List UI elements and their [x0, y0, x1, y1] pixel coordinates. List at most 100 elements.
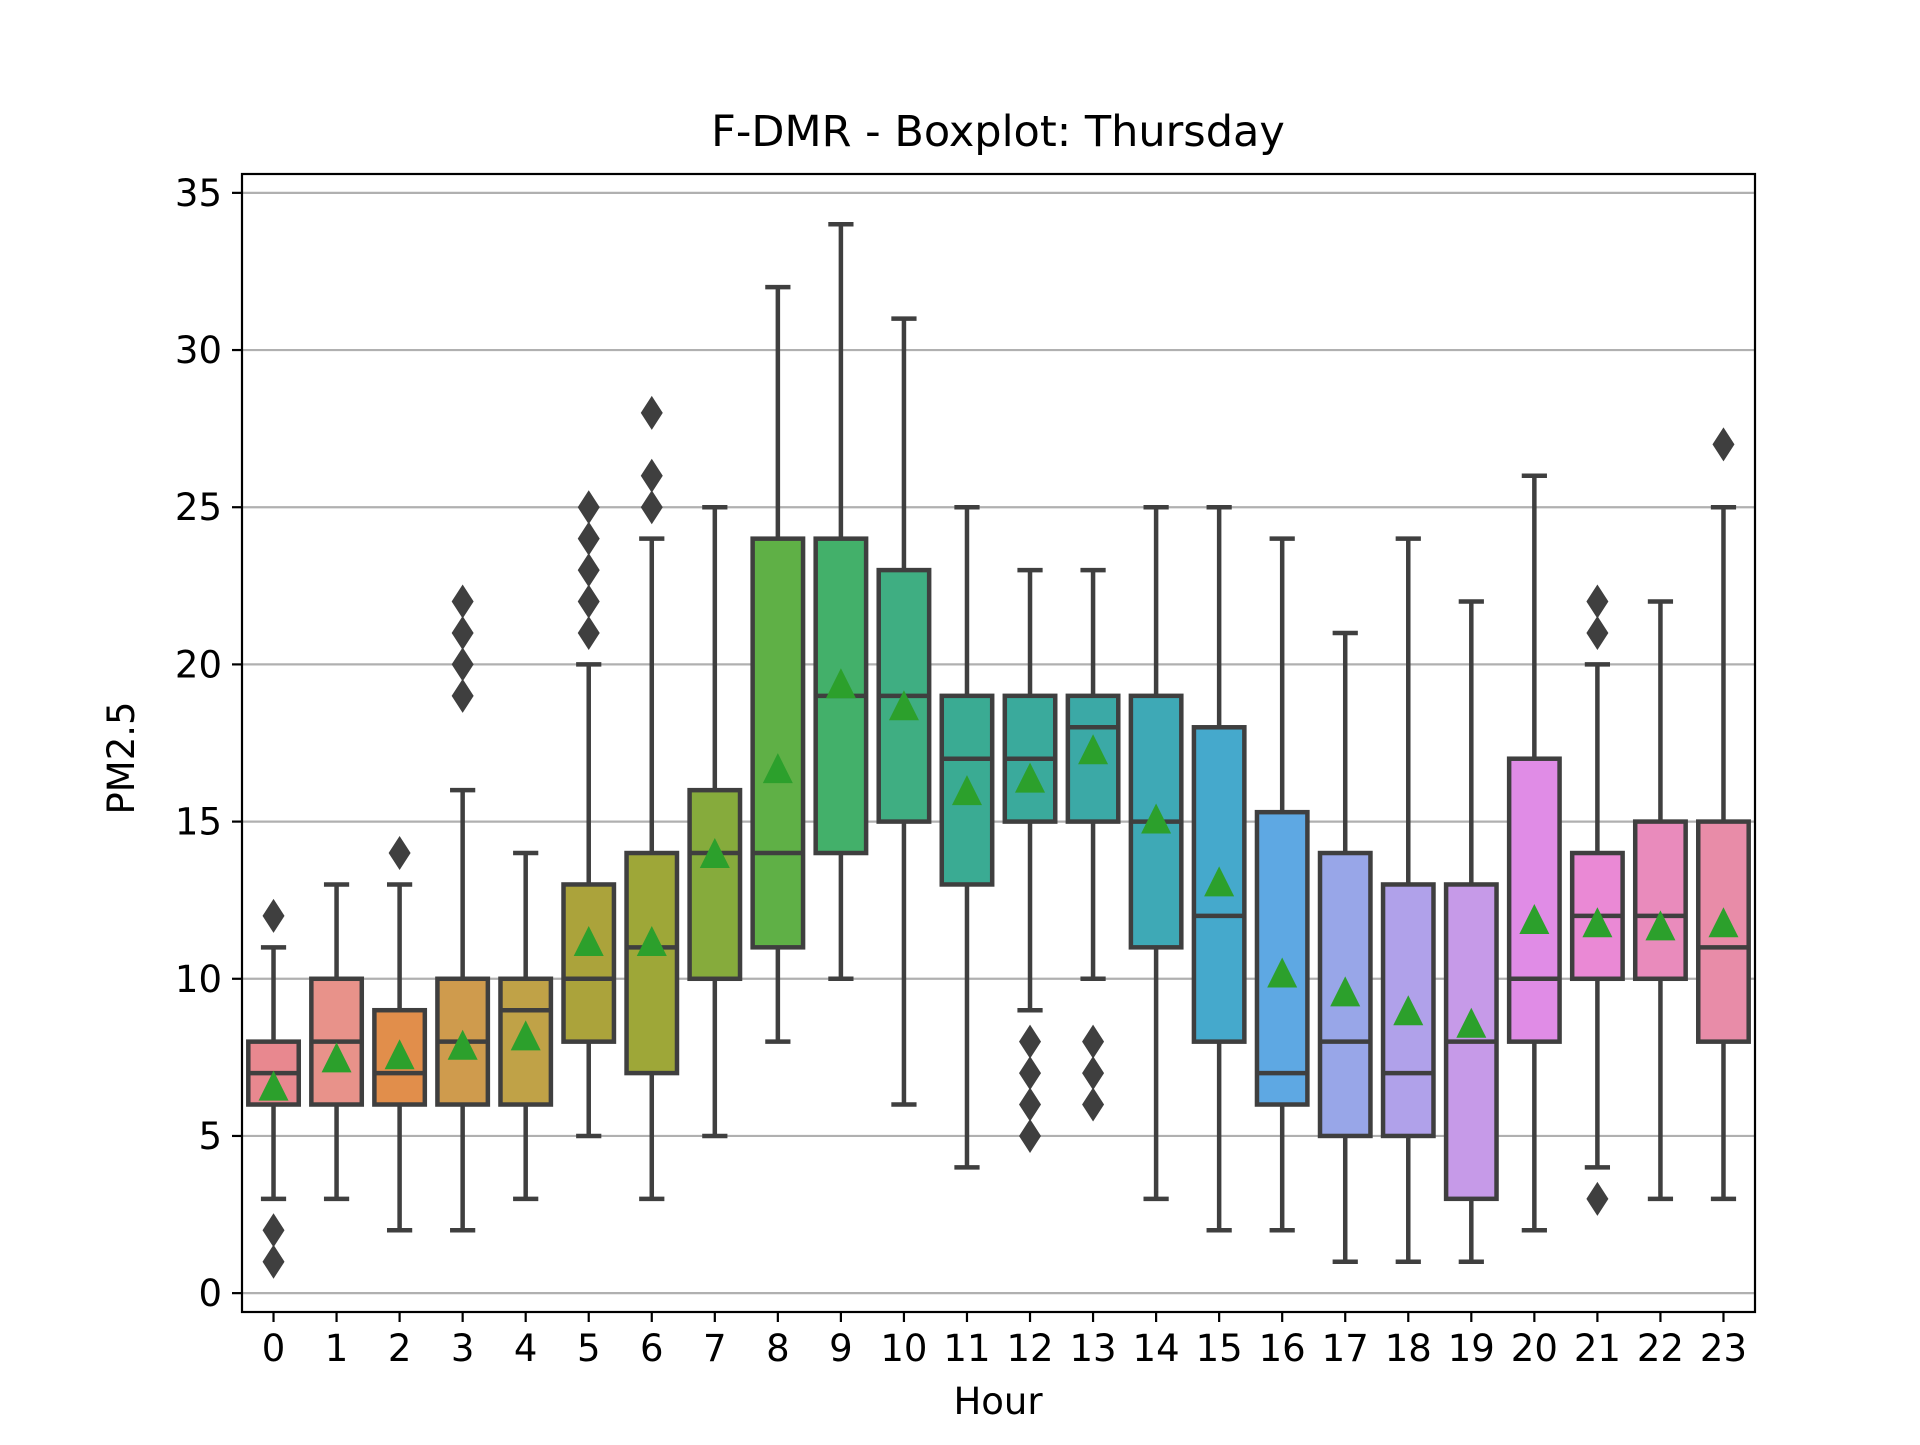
x-tick-label: 3 — [451, 1327, 475, 1370]
plot-frame — [240, 172, 1757, 1314]
y-tick-label: 30 — [175, 329, 222, 372]
mean-marker — [1330, 976, 1361, 1007]
y-tick-label: 5 — [198, 1115, 222, 1158]
outlier-point — [262, 1244, 285, 1279]
outlier-point — [577, 553, 600, 588]
box-group-hour-9 — [813, 222, 869, 982]
mean-marker — [762, 753, 793, 784]
mean-marker — [1519, 904, 1550, 935]
mean-marker — [636, 926, 667, 957]
grid-lines — [242, 191, 1755, 1295]
outlier-point — [451, 615, 474, 650]
outlier-point — [1082, 1087, 1105, 1122]
box-group-hour-8 — [750, 284, 806, 1044]
x-tick-label: 18 — [1385, 1327, 1432, 1370]
y-tick-label: 35 — [175, 172, 222, 215]
mean-marker — [1015, 762, 1046, 793]
outlier-point — [1019, 1024, 1042, 1059]
box-group-hour-20 — [1506, 473, 1562, 1233]
outlier-point — [1019, 1118, 1042, 1153]
outlier-point — [1019, 1056, 1042, 1091]
x-tick-label: 2 — [388, 1327, 412, 1370]
y-tick-label: 25 — [175, 486, 222, 529]
box-iqr — [624, 850, 680, 1076]
x-tick-label: 8 — [766, 1327, 790, 1370]
y-axis-label: PM2.5 — [100, 701, 143, 814]
outlier-point — [577, 490, 600, 525]
mean-marker — [1456, 1007, 1487, 1038]
box-group-hour-10 — [876, 316, 932, 1107]
box-group-hour-5 — [561, 490, 617, 1139]
box-group-hour-2 — [372, 836, 428, 1233]
y-tick-label: 0 — [198, 1272, 222, 1315]
x-tick-label: 22 — [1637, 1327, 1684, 1370]
mean-marker — [1393, 995, 1424, 1026]
x-tick-label: 10 — [880, 1327, 927, 1370]
mean-marker — [1708, 907, 1739, 938]
box-group-hour-11 — [939, 504, 995, 1170]
x-tick-label: 21 — [1574, 1327, 1621, 1370]
outlier-point — [577, 584, 600, 619]
outlier-point — [640, 395, 663, 430]
outlier-point — [577, 521, 600, 556]
box-group-hour-7 — [687, 504, 743, 1139]
x-tick-label: 6 — [640, 1327, 664, 1370]
outlier-point — [577, 615, 600, 650]
mean-marker — [384, 1039, 415, 1070]
outlier-point — [451, 647, 474, 682]
mean-marker — [573, 926, 604, 957]
mean-marker — [258, 1070, 289, 1101]
x-tick-label: 11 — [943, 1327, 990, 1370]
boxes-layer — [246, 222, 1751, 1279]
x-tick-label: 9 — [829, 1327, 853, 1370]
outlier-point — [1019, 1087, 1042, 1122]
box-iqr — [1506, 756, 1562, 1044]
box-iqr — [561, 882, 617, 1044]
mean-marker — [447, 1029, 478, 1060]
box-group-hour-3 — [435, 584, 491, 1233]
box-group-hour-15 — [1191, 504, 1247, 1233]
outlier-point — [1082, 1056, 1105, 1091]
chart-title: F-DMR - Boxplot: Thursday — [711, 107, 1285, 157]
outlier-point — [1586, 584, 1609, 619]
outlier-point — [1712, 427, 1735, 462]
x-tick-label: 7 — [703, 1327, 727, 1370]
x-tick-label: 12 — [1006, 1327, 1053, 1370]
box-iqr — [1632, 819, 1688, 982]
mean-marker — [1141, 803, 1172, 834]
outlier-point — [388, 836, 411, 871]
outlier-point — [640, 458, 663, 493]
outlier-point — [640, 490, 663, 525]
box-group-hour-22 — [1632, 599, 1688, 1202]
outlier-point — [262, 1213, 285, 1248]
x-tick-label: 4 — [514, 1327, 538, 1370]
mean-marker — [510, 1020, 541, 1051]
box-group-hour-12 — [1002, 567, 1058, 1153]
x-axis-label: Hour — [953, 1380, 1043, 1423]
box-group-hour-17 — [1317, 630, 1373, 1264]
box-group-hour-21 — [1569, 584, 1625, 1216]
outlier-point — [451, 678, 474, 713]
box-group-hour-14 — [1128, 504, 1184, 1202]
box-group-hour-23 — [1696, 427, 1751, 1202]
outlier-point — [1586, 1181, 1609, 1216]
x-tick-label: 17 — [1322, 1327, 1369, 1370]
x-tick-label: 20 — [1511, 1327, 1558, 1370]
mean-marker — [1582, 907, 1613, 938]
mean-marker — [1267, 957, 1298, 988]
x-tick-label: 13 — [1070, 1327, 1117, 1370]
mean-marker — [699, 838, 730, 869]
mean-marker — [1204, 866, 1235, 897]
x-tick-label: 23 — [1700, 1327, 1747, 1370]
outlier-point — [262, 898, 285, 933]
x-tick-label: 19 — [1448, 1327, 1495, 1370]
x-tick-label: 1 — [325, 1327, 349, 1370]
x-tick-label: 15 — [1196, 1327, 1243, 1370]
box-iqr — [687, 787, 743, 982]
x-tick-label: 0 — [262, 1327, 286, 1370]
mean-marker — [1078, 734, 1109, 765]
box-group-hour-0 — [246, 898, 301, 1279]
